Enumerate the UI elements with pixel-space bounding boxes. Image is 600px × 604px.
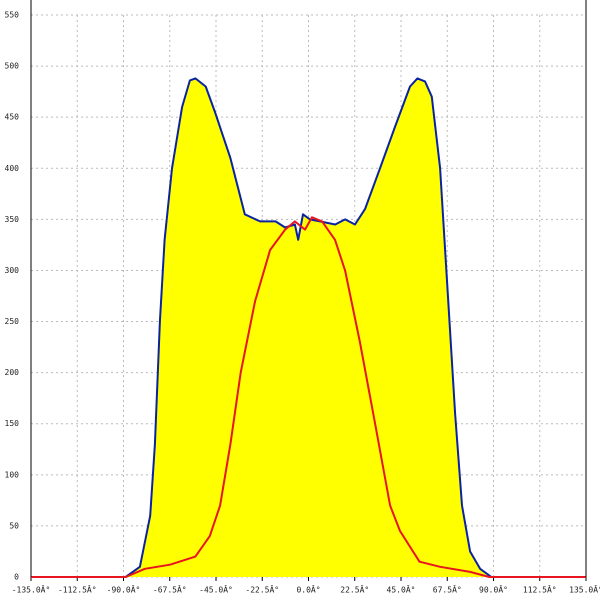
y-tick-label: 550: [5, 11, 20, 20]
line: [31, 216, 586, 578]
x-tick-label: 135.0Â°: [569, 584, 600, 595]
y-tick-label: 100: [5, 470, 20, 479]
y-tick-label: 0: [14, 573, 19, 582]
x-tick-label: 45.0Â°: [387, 584, 416, 595]
x-tick-label: 0.0Â°: [296, 584, 320, 595]
y-tick-label: 250: [5, 317, 20, 326]
y-tick-label: 500: [5, 62, 20, 71]
x-tick-label: -135.0Â°: [12, 584, 51, 595]
x-tick-label: -112.5Â°: [58, 584, 97, 595]
y-tick-label: 400: [5, 164, 20, 173]
y-tick-label: 450: [5, 113, 20, 122]
x-tick-label: 22.5Â°: [340, 584, 369, 595]
y-tick-label: 300: [5, 266, 20, 275]
y-tick-label: 50: [9, 521, 19, 530]
x-tick-label: 67.5Â°: [433, 584, 462, 595]
x-tick-label: 112.5Â°: [523, 584, 557, 595]
x-tick-label: 90.0Â°: [479, 584, 508, 595]
x-tick-label: -22.5Â°: [245, 584, 279, 595]
x-tick-label: -67.5Â°: [153, 584, 187, 595]
x-tick-label: -90.0Â°: [107, 584, 141, 595]
y-tick-label: 150: [5, 419, 20, 428]
area: [31, 78, 586, 578]
y-tick-label: 200: [5, 368, 20, 377]
y-tick-label: 350: [5, 215, 20, 224]
x-tick-label: -45.0Â°: [199, 584, 233, 595]
line: [31, 77, 586, 578]
